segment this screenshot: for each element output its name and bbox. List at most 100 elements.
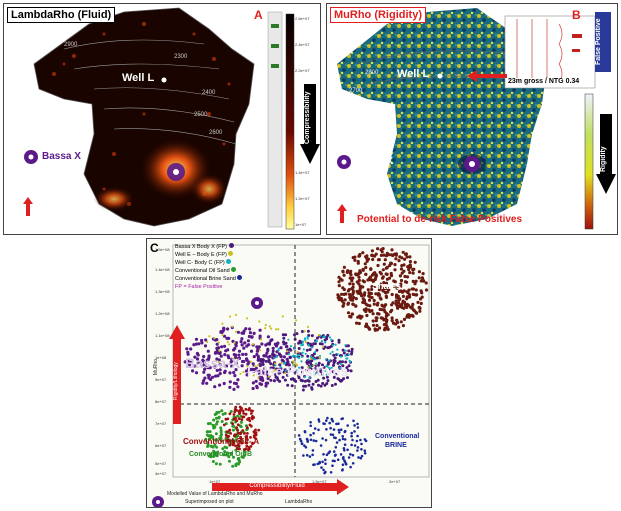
scatter-point (399, 278, 404, 283)
scatter-point (242, 370, 245, 374)
scatter-point (251, 417, 254, 421)
scatter-point (323, 335, 326, 338)
scatter-point (311, 356, 314, 360)
brine-label-2: BRINE (385, 442, 407, 449)
scatter-point (237, 462, 241, 466)
scatter-point (360, 454, 364, 458)
scatter-point (372, 302, 376, 306)
scatter-point (231, 422, 235, 426)
scatter-point (355, 439, 359, 443)
scatter-point (244, 441, 248, 445)
scatter-point (418, 309, 422, 313)
scatter-point (375, 316, 379, 320)
scatter-point (279, 346, 283, 350)
scatter-point (329, 471, 333, 474)
scatter-point (337, 422, 340, 425)
scatter-point (373, 328, 377, 332)
scatter-point (241, 429, 245, 432)
scatter-point (318, 356, 321, 359)
scatter-point (266, 347, 270, 351)
scatter-point (318, 342, 322, 346)
x-axis-title: LambdaRho (285, 499, 313, 505)
scatter-point (285, 363, 288, 367)
legend-item: Conventional Oil Sand (175, 267, 242, 275)
scatter-point (249, 360, 252, 363)
scatter-point (215, 416, 218, 420)
scatter-point (228, 315, 232, 318)
scatter-point (289, 348, 293, 352)
scatter-point (385, 251, 389, 255)
scatter-point (326, 416, 329, 420)
scatter-point (229, 360, 233, 364)
scatter-point (251, 415, 254, 418)
scatter-point (245, 426, 249, 429)
scatter-point (371, 323, 376, 327)
scatter-point (324, 341, 327, 344)
scatter-point (297, 356, 300, 360)
scatter-point (260, 377, 264, 381)
scatter-point (361, 300, 365, 304)
contour-label: 2900 (64, 42, 78, 48)
scatter-point (375, 303, 379, 307)
scatter-point (241, 352, 245, 356)
scatter-point (322, 365, 326, 369)
y-tick: 1.1e+08 (155, 333, 170, 338)
scatter-point (341, 304, 345, 308)
scatter-point (350, 347, 354, 351)
scatter-point (384, 314, 388, 318)
scatter-point (306, 440, 309, 443)
scatter-point (285, 344, 289, 348)
scatter-point (341, 463, 345, 466)
scatter-point (343, 443, 347, 446)
scatter-point (407, 267, 411, 272)
y-tick: 1.4e+08 (155, 267, 170, 272)
scatter-point (315, 356, 319, 360)
scatter-point (380, 303, 384, 307)
scatter-point (224, 417, 228, 421)
scatter-point (330, 338, 333, 341)
scatter-point (354, 297, 358, 301)
scatter-point (315, 362, 318, 365)
scatter-point (336, 458, 340, 462)
scatter-point (223, 365, 226, 368)
scatter-point (419, 279, 423, 283)
scatter-point (340, 299, 344, 303)
scatter-point (357, 278, 361, 282)
scatter-point (389, 310, 393, 314)
scatter-point (218, 437, 222, 441)
compressibility-axis-label: Compressibility/Fluid (249, 483, 305, 489)
scatter-point (351, 285, 355, 289)
false-positive-label: False Positive (595, 18, 602, 66)
scatter-point (218, 351, 222, 355)
scatter-point (236, 414, 240, 418)
scatter-point (347, 349, 351, 353)
scatter-point (211, 460, 215, 463)
scatter-point (266, 335, 270, 339)
scatter-point (259, 338, 263, 341)
scatter-point (220, 345, 224, 349)
scatter-point (254, 379, 258, 383)
scatter-point (234, 439, 238, 442)
scatter-point (341, 437, 345, 441)
scatter-point (219, 330, 223, 334)
scatter-point (317, 383, 320, 387)
legend-swatch (231, 267, 237, 272)
scatter-point (309, 424, 312, 428)
scatter-point (357, 456, 360, 459)
scatter-point (313, 367, 317, 371)
scatter-point (306, 329, 310, 333)
scatter-point (300, 355, 303, 358)
scatter-point (251, 441, 254, 445)
x-tick: 1e+07 (209, 479, 221, 484)
scatter-point (314, 351, 317, 354)
scatter-point (297, 434, 301, 437)
scatter-point (247, 334, 251, 339)
scatter-point (273, 368, 276, 371)
scatter-point (371, 312, 375, 316)
scatter-point (401, 294, 405, 298)
scatter-point (293, 347, 296, 350)
scatter-point (385, 265, 389, 269)
scatter-point (393, 285, 397, 289)
scatter-point (332, 361, 336, 365)
scatter-point (357, 275, 361, 279)
